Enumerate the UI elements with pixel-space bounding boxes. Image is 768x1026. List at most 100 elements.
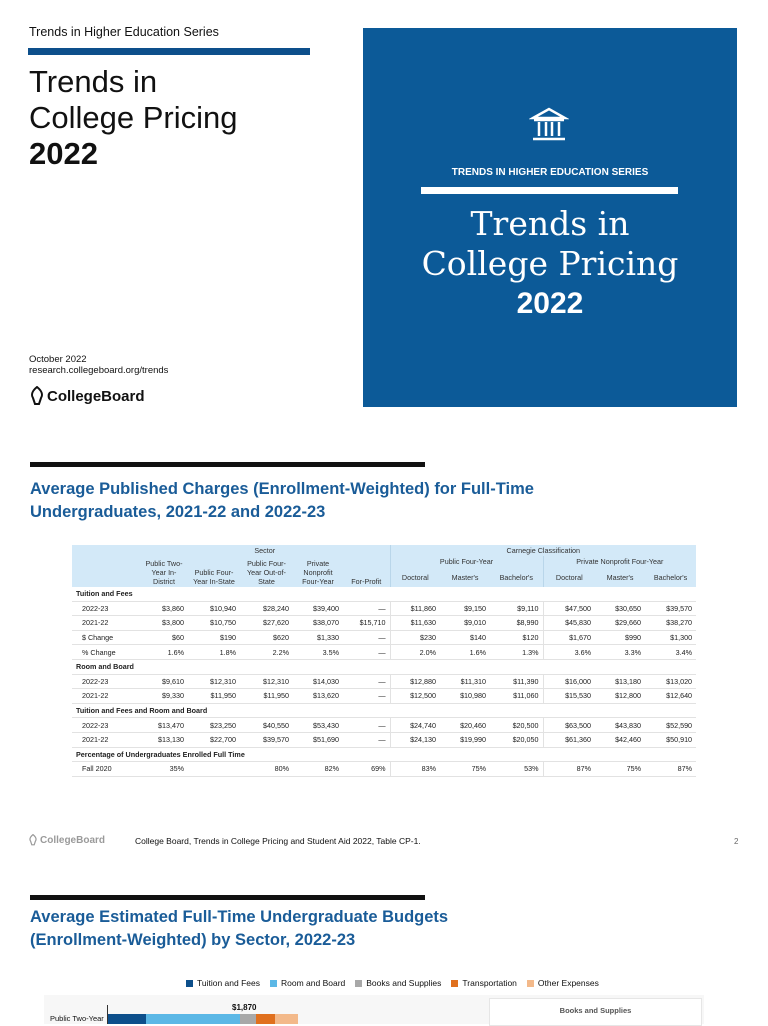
- row-label: 2022-23: [72, 717, 140, 733]
- table-cell: $620: [240, 630, 293, 646]
- legend-label: Other Expenses: [537, 978, 599, 988]
- column-header: Public Two-Year In-District: [140, 556, 188, 587]
- table-row: 2022-23 $9,610 $12,310 $12,310 $14,030— $12,8…: [72, 674, 697, 690]
- row-label: 2022-23: [72, 674, 140, 690]
- table-cell: —: [343, 717, 391, 733]
- table-cell: $39,400: [293, 601, 343, 617]
- title-line: College Pricing: [29, 100, 238, 135]
- logo-text: CollegeBoard: [40, 834, 106, 846]
- table-cell: 3.6%: [542, 644, 596, 660]
- table-cell: 82%: [293, 761, 343, 777]
- slide-heading: Average Published Charges (Enrollment-We…: [30, 478, 534, 524]
- column-header: Public Four-Year In-State: [188, 556, 240, 587]
- logo: CollegeBoard: [29, 385, 145, 407]
- logo-text: CollegeBoard: [47, 387, 145, 405]
- table-cell: $43,830: [595, 717, 646, 733]
- rule: [30, 895, 425, 900]
- table-cell: 2.0%: [389, 644, 441, 660]
- table-cell: $12,880: [389, 674, 441, 690]
- table-cell: 3.4%: [645, 644, 697, 660]
- footer-logo: CollegeBoard: [28, 834, 105, 846]
- table-cell: —: [343, 732, 391, 748]
- table-cell: 1.3%: [490, 644, 544, 660]
- table-cell: $24,130: [389, 732, 441, 748]
- subgroup-header: Public Four-Year: [389, 556, 544, 567]
- heading-line: Average Published Charges (Enrollment-We…: [30, 480, 534, 498]
- date: October 2022: [29, 354, 87, 365]
- charges-table: Sector Carnegie Classification Public Two-…: [72, 545, 697, 777]
- column-header: For-Profit: [343, 556, 391, 587]
- table-cell: $11,310: [440, 674, 491, 690]
- table-cell: $10,980: [440, 688, 491, 704]
- rule: [30, 462, 425, 467]
- logo-icon: [31, 386, 43, 405]
- title-line: Trends in: [470, 204, 630, 243]
- bar-segment: [275, 1014, 298, 1024]
- side-panel: Books and Supplies: [489, 998, 702, 1026]
- table-cell: $1,330: [293, 630, 343, 646]
- column-header: Private Nonprofit Four-Year: [293, 556, 343, 587]
- table-cell: $45,830: [542, 615, 596, 631]
- legend-label: Books and Supplies: [366, 978, 442, 988]
- table-cell: $47,500: [542, 601, 596, 617]
- row-label: $ Change: [72, 630, 140, 646]
- section-title: Tuition and Fees and Room and Board: [72, 703, 697, 719]
- legend-item: Books and Supplies: [355, 978, 441, 988]
- table-cell: $11,950: [188, 688, 240, 704]
- table-cell: 69%: [343, 761, 391, 777]
- row-label: 2021-22: [72, 732, 140, 748]
- table-cell: $10,750: [188, 615, 240, 631]
- legend-item: Room and Board: [270, 978, 345, 988]
- side-title: Books and Supplies: [559, 1006, 632, 1015]
- legend-label: Transportation: [462, 978, 517, 988]
- table-cell: $20,460: [440, 717, 491, 733]
- section-row: Room and Board: [72, 659, 697, 675]
- table-cell: $14,030: [293, 674, 343, 690]
- table-cell: $3,800: [140, 615, 188, 631]
- table-cell: 75%: [440, 761, 491, 777]
- table-cell: $50,910: [645, 732, 697, 748]
- table-cell: $28,240: [240, 601, 293, 617]
- table-cell: $20,050: [490, 732, 544, 748]
- table-cell: 75%: [595, 761, 646, 777]
- section-title: Percentage of Undergraduates Enrolled Fu…: [72, 747, 697, 763]
- table-cell: $29,660: [595, 615, 646, 631]
- header-row: Sector Carnegie Classification: [72, 545, 697, 587]
- box-series: TRENDS IN HIGHER EDUCATION SERIES: [451, 167, 649, 178]
- table-cell: 3.3%: [595, 644, 646, 660]
- table-cell: $12,500: [389, 688, 441, 704]
- section-title: Tuition and Fees: [72, 587, 697, 602]
- title-line: 2022: [516, 287, 584, 320]
- row-label: 2021-22: [72, 688, 140, 704]
- source-note: College Board, Trends in College Pricing…: [135, 836, 421, 846]
- table-cell: $61,360: [542, 732, 596, 748]
- group-header: Sector: [140, 545, 391, 556]
- table-cell: $40,550: [240, 717, 293, 733]
- section-row: Tuition and Fees: [72, 587, 697, 602]
- header-row: Public Two-Year In-District Public Four-Y…: [72, 556, 697, 587]
- table-cell: $12,310: [188, 674, 240, 690]
- legend-item: Other Expenses: [526, 978, 599, 988]
- bar-segment: [256, 1014, 275, 1024]
- table-cell: $38,270: [645, 615, 697, 631]
- column-header: Bachelor's: [645, 567, 697, 587]
- table-cell: $52,590: [645, 717, 697, 733]
- table-cell: $39,570: [240, 732, 293, 748]
- table-row: 2021-22 $13,130 $22,700 $39,570 $51,690— $24,…: [72, 732, 697, 748]
- title-line: College Pricing: [421, 244, 679, 283]
- axis-line: [107, 1005, 108, 1024]
- table-cell: $24,740: [389, 717, 441, 733]
- table-cell: 1.8%: [188, 644, 240, 660]
- table-cell: $10,940: [188, 601, 240, 617]
- section-row: Tuition and Fees and Room and Board: [72, 703, 697, 719]
- table-cell: —: [343, 674, 391, 690]
- table-cell: $9,010: [440, 615, 491, 631]
- table-cell: 1.6%: [140, 644, 188, 660]
- slide-heading: Average Estimated Full-Time Undergraduat…: [30, 906, 448, 952]
- table-cell: $30,650: [595, 601, 646, 617]
- table-cell: $42,460: [595, 732, 646, 748]
- column-header: Master's: [440, 567, 491, 587]
- table-cell: —: [343, 644, 391, 660]
- section-row: Percentage of Undergraduates Enrolled Fu…: [72, 747, 697, 763]
